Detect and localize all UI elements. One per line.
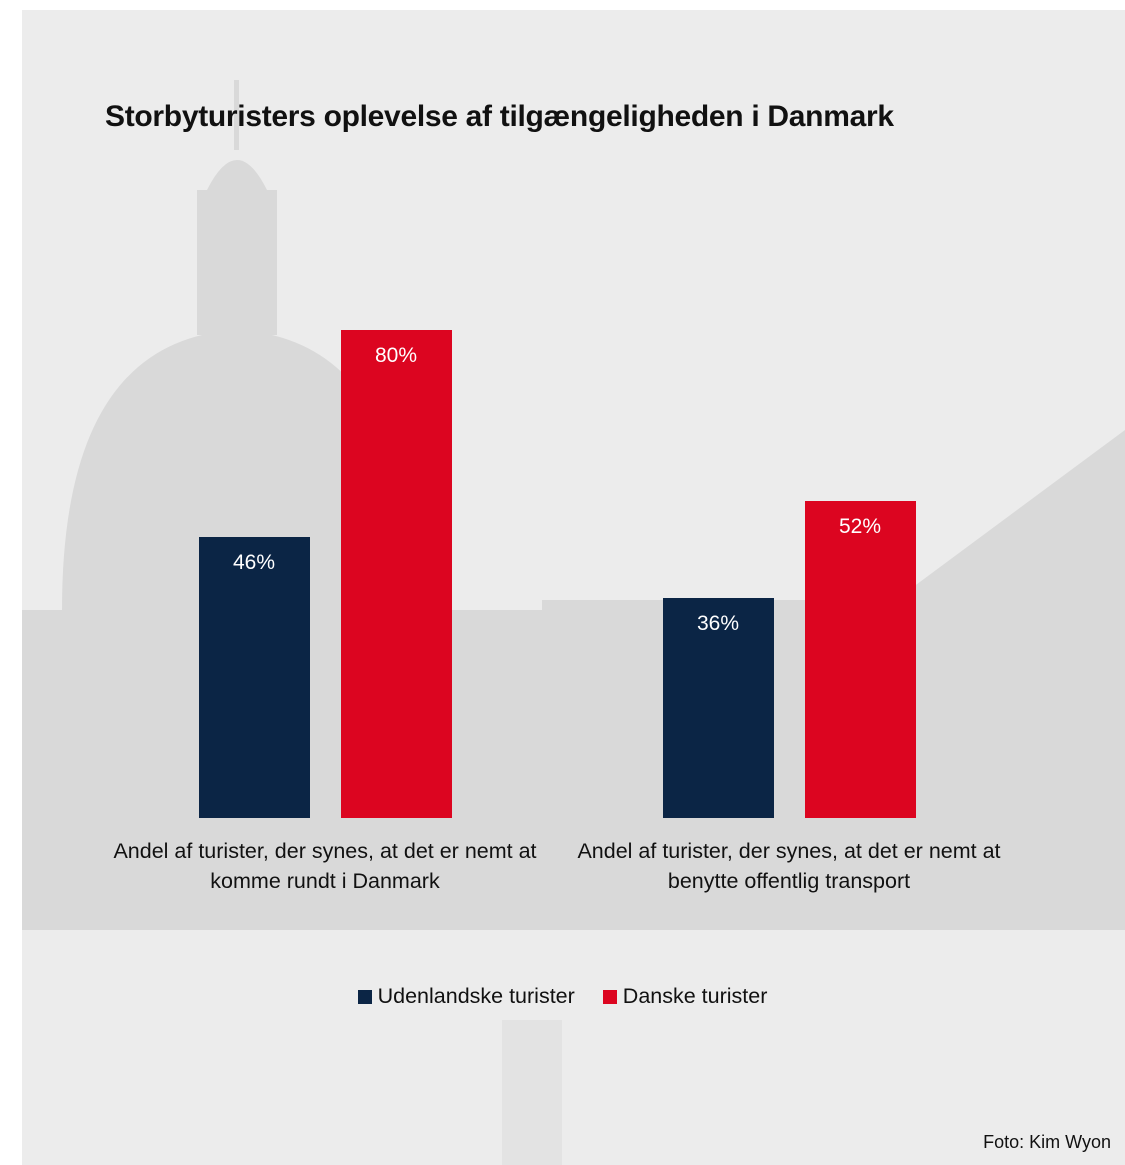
value-label: 36% — [696, 612, 740, 636]
value-label: 52% — [838, 514, 882, 538]
bar — [340, 330, 452, 818]
photo-credit: Foto: Kim Wyon — [983, 1132, 1111, 1152]
bar — [198, 537, 310, 818]
value-label: 46% — [232, 551, 276, 575]
legend-item: Udenlandske turister — [357, 984, 575, 1009]
legend-label: Udenlandske turister — [377, 984, 575, 1008]
bar — [804, 500, 916, 818]
legend-swatch — [357, 989, 372, 1004]
legend-label: Danske turister — [622, 984, 768, 1008]
legend-item: Danske turister — [602, 984, 768, 1009]
category-label: Andel af turister, der synes, at det er … — [577, 839, 1001, 893]
legend-swatch — [602, 989, 617, 1004]
background — [22, 10, 1125, 1165]
value-label: 80% — [374, 344, 418, 367]
legend: Udenlandske turister Danske turister — [0, 984, 1125, 1009]
chart-title: Storbyturisters oplevelse af tilgængelig… — [105, 100, 894, 133]
bar — [662, 598, 774, 818]
category-label: Andel af turister, der synes, at det er … — [113, 839, 537, 893]
